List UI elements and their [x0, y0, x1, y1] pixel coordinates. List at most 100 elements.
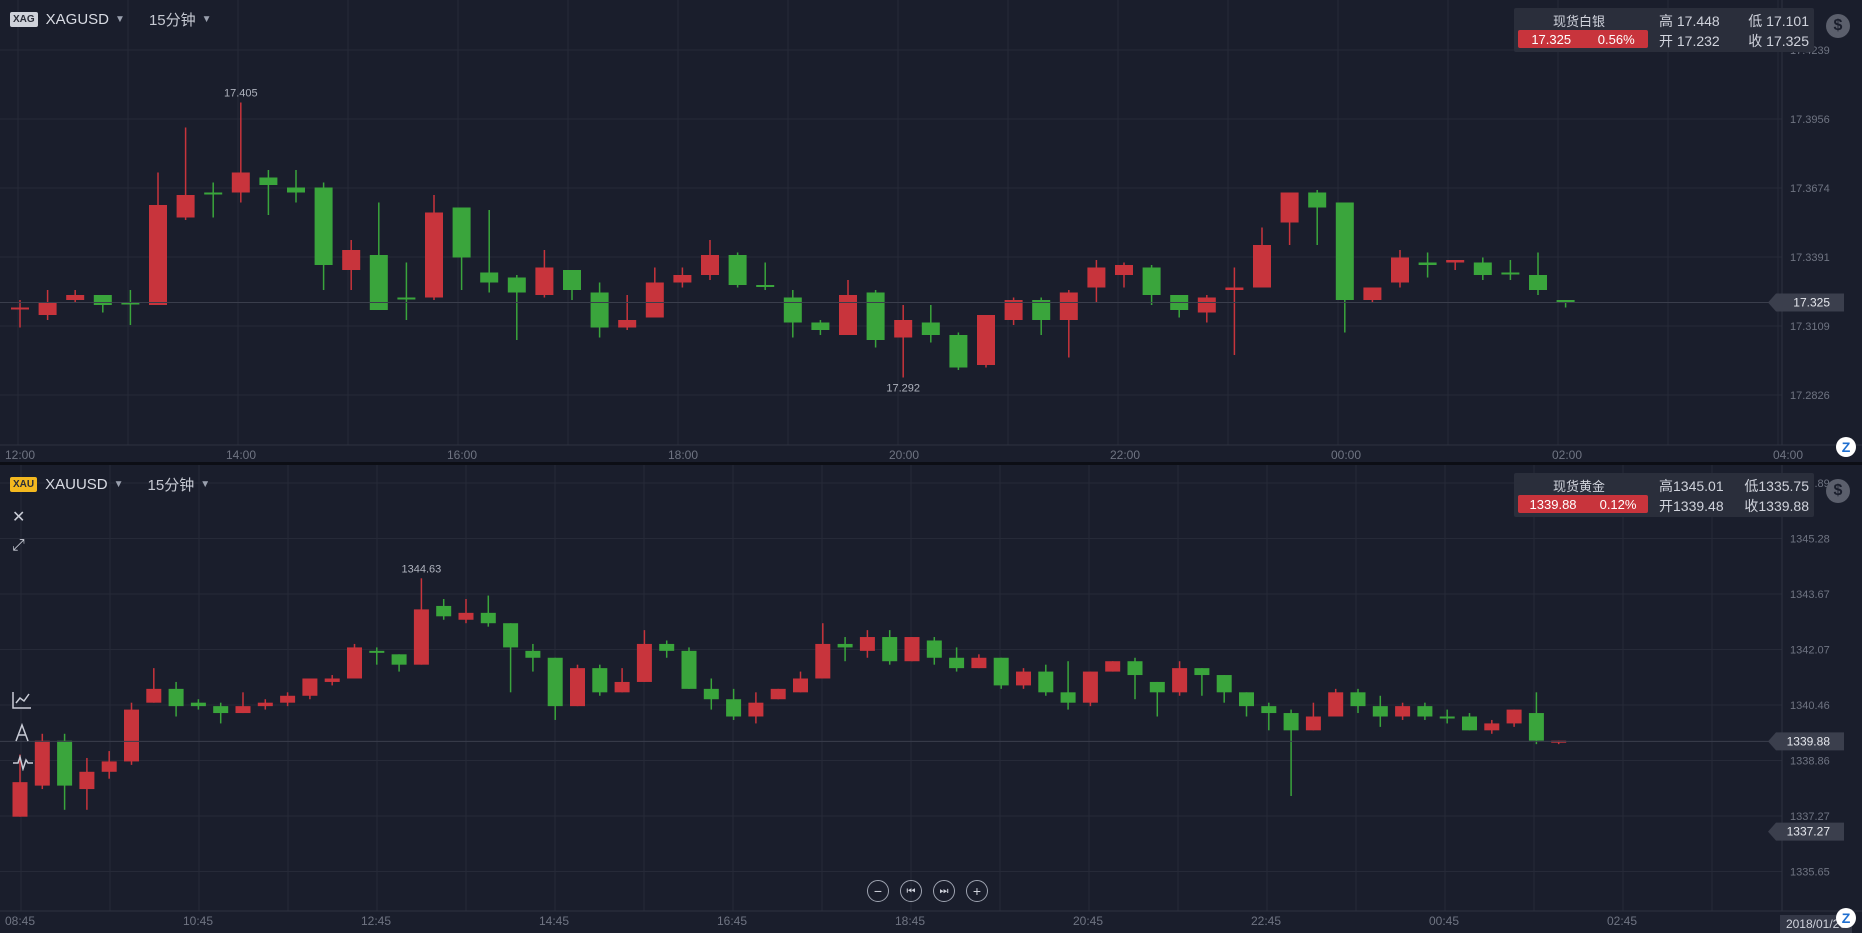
close-label: 收 — [1744, 498, 1759, 514]
x-tick-label: 02:45 — [1607, 914, 1637, 928]
silver-chart-panel[interactable]: 17.423917.395617.367417.339117.310917.28… — [0, 0, 1862, 465]
timeframe-selector[interactable]: 15分钟 ▼ — [148, 474, 211, 495]
candle — [547, 657, 563, 720]
candle — [793, 671, 808, 693]
y-tick-label: 17.3674 — [1790, 183, 1830, 195]
candle-body — [993, 657, 1009, 686]
gold-candlestick-chart[interactable]: 1346.891345.281343.671342.071340.461338.… — [0, 465, 1862, 933]
y-tick-label: 1345.28 — [1790, 534, 1830, 546]
candle — [770, 688, 786, 700]
draw-tool-icon[interactable] — [12, 722, 32, 748]
gold-chart-panel[interactable]: 1346.891345.281343.671342.071340.461338.… — [0, 465, 1862, 933]
x-tick-label: 22:00 — [1110, 448, 1140, 462]
candle-body — [570, 668, 585, 707]
candle-body — [1462, 716, 1477, 731]
change-percent: 0.12% — [1599, 496, 1637, 512]
silver-badge: XAG — [10, 11, 38, 27]
scroll-end-button[interactable]: ⏭ — [933, 880, 955, 902]
x-tick-label: 14:00 — [226, 448, 256, 462]
waveform-icon[interactable] — [12, 754, 34, 776]
candle — [977, 315, 995, 368]
candle-body — [1216, 675, 1232, 693]
candle — [592, 664, 608, 696]
candle — [1335, 202, 1354, 333]
candle — [1280, 192, 1299, 245]
chevron-down-icon: ▼ — [200, 478, 211, 490]
candle-body — [121, 302, 140, 305]
symbol-selector[interactable]: XAGUSD ▼ — [46, 11, 125, 28]
candle-body — [1417, 706, 1433, 717]
high-label: 高 — [1659, 13, 1673, 29]
candle — [1261, 702, 1277, 731]
candle — [101, 751, 117, 779]
date-label: 2018/01/26 — [1779, 915, 1852, 933]
symbol-selector[interactable]: XAUUSD ▼ — [45, 476, 123, 493]
candle-body — [1556, 300, 1575, 303]
candle-body — [1418, 262, 1437, 265]
x-tick-label: 02:00 — [1552, 448, 1582, 462]
candle-body — [1280, 192, 1299, 223]
candle-body — [547, 657, 563, 707]
candle — [507, 275, 526, 340]
candle — [673, 267, 692, 288]
candle-body — [770, 688, 786, 700]
candle-body — [859, 637, 875, 651]
candle-body — [971, 657, 987, 669]
candle-body — [811, 322, 830, 330]
zoom-in-button[interactable]: + — [966, 880, 988, 902]
candle-body — [176, 195, 195, 218]
candle — [1127, 657, 1143, 700]
candle-body — [1149, 681, 1165, 693]
candle-body — [314, 187, 333, 265]
x-tick-label: 10:45 — [183, 914, 213, 928]
candle-body — [369, 650, 385, 653]
candle-body — [563, 270, 581, 290]
zoom-out-button[interactable]: − — [867, 880, 889, 902]
candle — [1197, 295, 1216, 323]
low-value: 17.101 — [1766, 13, 1809, 29]
candle-body — [1395, 706, 1411, 717]
candle-body — [287, 187, 305, 193]
x-tick-label: 16:45 — [717, 914, 747, 928]
dollar-icon[interactable]: $ — [1826, 479, 1850, 503]
high-value: 17.448 — [1676, 13, 1720, 29]
candle-body — [1528, 713, 1544, 741]
x-tick-label: 18:00 — [668, 448, 698, 462]
candle-body — [921, 322, 940, 335]
candle — [190, 699, 206, 710]
candle-body — [1127, 661, 1143, 676]
candle-body — [592, 668, 608, 693]
candle — [79, 757, 95, 810]
candle — [314, 182, 333, 290]
close-icon[interactable]: ✕ — [12, 509, 26, 526]
candle-body — [324, 678, 340, 682]
candle — [1501, 260, 1520, 280]
candle — [1484, 719, 1500, 734]
candle — [949, 332, 968, 370]
timeframe-selector[interactable]: 15分钟 ▼ — [149, 9, 212, 30]
dollar-icon[interactable]: $ — [1826, 14, 1850, 38]
candle-body — [101, 761, 117, 772]
indicator-chart-icon[interactable] — [12, 691, 32, 714]
candle-body — [904, 637, 920, 662]
open-value: 1339.48 — [1673, 498, 1724, 514]
candle-body — [1305, 716, 1321, 731]
candle-body — [425, 212, 443, 298]
candle — [436, 599, 452, 620]
z-logo-icon[interactable]: Z — [1836, 908, 1856, 928]
silver-candlestick-chart[interactable]: 17.423917.395617.367417.339117.310917.28… — [0, 0, 1862, 462]
z-logo-icon[interactable]: Z — [1836, 437, 1856, 457]
candle-body — [1087, 267, 1106, 288]
candle — [525, 643, 541, 672]
candle — [882, 630, 898, 665]
candle — [1363, 287, 1382, 303]
expand-icon[interactable]: ⤢ — [12, 537, 25, 554]
candle-body — [1261, 706, 1277, 714]
candle-body — [926, 640, 942, 658]
candle-body — [815, 643, 831, 679]
candle — [231, 102, 250, 203]
candle — [1328, 688, 1344, 717]
scroll-start-button[interactable]: ⏮ — [900, 880, 922, 902]
y-tick-label: 1343.67 — [1790, 589, 1830, 601]
candle — [1473, 257, 1492, 280]
